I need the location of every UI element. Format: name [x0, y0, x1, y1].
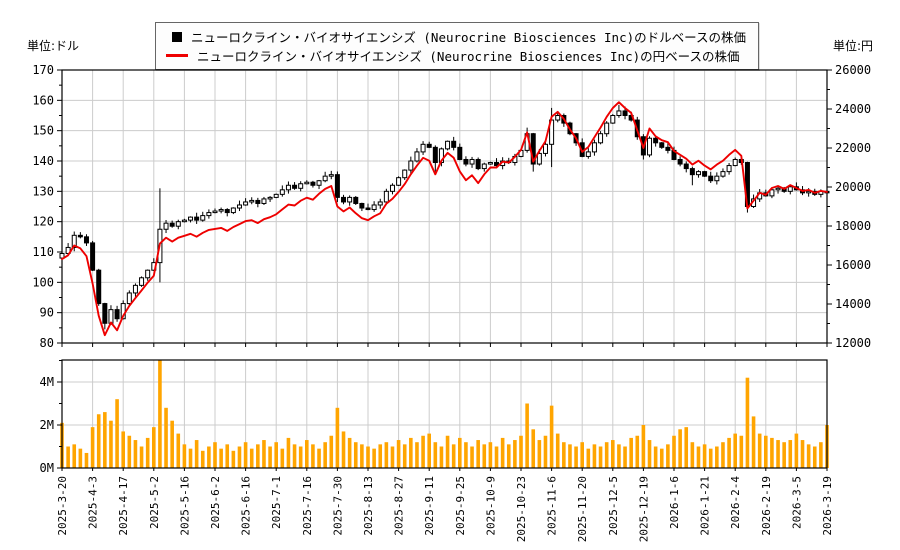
svg-text:2025-5-2: 2025-5-2	[148, 476, 161, 529]
svg-text:160: 160	[32, 93, 54, 107]
svg-text:2025-8-27: 2025-8-27	[393, 476, 406, 536]
svg-text:14000: 14000	[835, 297, 871, 311]
svg-text:2025-3-20: 2025-3-20	[56, 476, 69, 536]
svg-text:2026-3-19: 2026-3-19	[821, 476, 834, 536]
svg-text:130: 130	[32, 184, 54, 198]
legend-label-jpy: ニューロクライン・バイオサイエンシズ (Neurocrine Bioscienc…	[197, 49, 740, 64]
svg-text:0M: 0M	[40, 461, 54, 475]
svg-text:2025-8-13: 2025-8-13	[362, 476, 375, 536]
gridlines	[62, 70, 827, 468]
svg-text:2025-10-23: 2025-10-23	[515, 476, 528, 542]
svg-text:2025-12-5: 2025-12-5	[607, 476, 620, 536]
svg-text:2025-11-20: 2025-11-20	[576, 476, 589, 542]
svg-text:2025-7-30: 2025-7-30	[331, 476, 344, 536]
svg-text:170: 170	[32, 63, 54, 77]
svg-text:2026-1-21: 2026-1-21	[699, 476, 712, 536]
svg-text:2025-5-16: 2025-5-16	[178, 476, 191, 536]
svg-text:2025-7-1: 2025-7-1	[270, 476, 283, 529]
svg-text:2M: 2M	[40, 418, 54, 432]
svg-text:2026-2-4: 2026-2-4	[729, 476, 742, 529]
axis-tick-labels: 170 160 150 140 130 120 110 100 90 80 26000 24000 22…	[32, 63, 871, 542]
svg-text:140: 140	[32, 154, 54, 168]
volume-bars	[60, 360, 829, 468]
candlestick-series-usd	[59, 104, 830, 330]
svg-text:80: 80	[40, 336, 54, 350]
svg-text:24000: 24000	[835, 102, 871, 116]
svg-text:20000: 20000	[835, 180, 871, 194]
svg-text:26000: 26000	[835, 63, 871, 77]
red-line-icon	[166, 54, 188, 57]
svg-text:2025-4-3: 2025-4-3	[87, 476, 100, 529]
legend-box: ニューロクライン・バイオサイエンシズ (Neurocrine Bioscienc…	[155, 22, 759, 70]
svg-text:2025-11-6: 2025-11-6	[546, 476, 559, 536]
svg-text:22000: 22000	[835, 141, 871, 155]
svg-text:16000: 16000	[835, 258, 871, 272]
legend-item-usd: ニューロクライン・バイオサイエンシズ (Neurocrine Bioscienc…	[166, 27, 746, 46]
svg-text:90: 90	[40, 306, 54, 320]
svg-text:2025-9-11: 2025-9-11	[423, 476, 436, 536]
right-axis-unit-label: 単位:円	[833, 39, 874, 53]
left-axis-unit-label: 単位:ドル	[27, 39, 80, 53]
svg-text:2025-6-16: 2025-6-16	[240, 476, 253, 536]
svg-text:2025-4-17: 2025-4-17	[117, 476, 130, 536]
svg-text:2025-9-25: 2025-9-25	[454, 476, 467, 536]
svg-text:4M: 4M	[40, 375, 54, 389]
legend-item-jpy: ニューロクライン・バイオサイエンシズ (Neurocrine Bioscienc…	[166, 46, 746, 65]
svg-text:2026-2-19: 2026-2-19	[760, 476, 773, 536]
svg-text:2025-12-19: 2025-12-19	[637, 476, 650, 542]
jpy-line-series	[61, 101, 828, 337]
legend-label-usd: ニューロクライン・バイオサイエンシズ (Neurocrine Bioscienc…	[191, 30, 746, 45]
svg-text:150: 150	[32, 124, 54, 138]
svg-text:120: 120	[32, 215, 54, 229]
plot-frames	[61, 69, 828, 469]
black-square-icon	[172, 31, 182, 42]
svg-text:2025-7-16: 2025-7-16	[301, 476, 314, 536]
svg-text:100: 100	[32, 275, 54, 289]
svg-text:110: 110	[32, 245, 54, 259]
svg-text:2025-10-9: 2025-10-9	[484, 476, 497, 536]
svg-text:12000: 12000	[835, 336, 871, 350]
svg-text:2026-3-5: 2026-3-5	[790, 476, 803, 529]
axis-ticks	[57, 69, 832, 471]
svg-text:2025-6-2: 2025-6-2	[209, 476, 222, 529]
svg-text:18000: 18000	[835, 219, 871, 233]
svg-text:2026-1-6: 2026-1-6	[668, 476, 681, 529]
